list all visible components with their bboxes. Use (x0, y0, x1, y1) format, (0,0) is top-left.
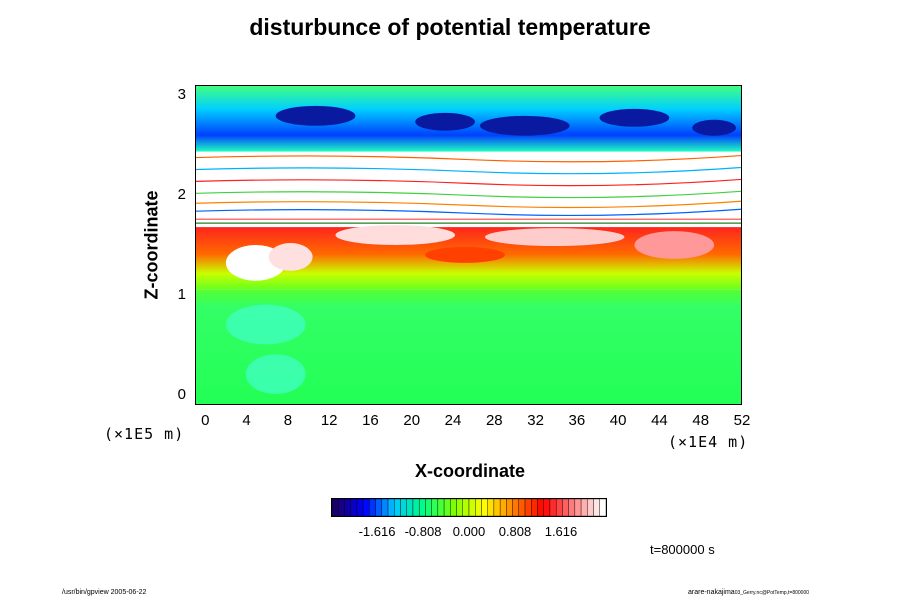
x-tick-label: 16 (362, 412, 379, 429)
colorbar-cell (362, 499, 370, 516)
x-tick-label: 20 (403, 412, 421, 429)
colorbar-cell (387, 499, 395, 516)
heatmap-plot (195, 85, 742, 405)
colorbar-cell (344, 499, 351, 516)
colorbar-cell (562, 499, 569, 516)
footer-right-small: 03_Gerry.nc@PotTemp,t=800000 (734, 590, 810, 596)
x-axis-unit: (×1E4 m) (668, 433, 749, 451)
colorbar-cell (406, 499, 414, 516)
x-tick-label: 0 (201, 412, 210, 429)
y-tick-label: 1 (177, 286, 186, 303)
colorbar-cell (599, 499, 606, 516)
chart-title: disturbunce of potential temperature (249, 14, 651, 40)
x-tick-label: 52 (733, 412, 751, 429)
colorbar-cell (481, 499, 488, 516)
colorbar-tick-label: 0.000 (452, 524, 486, 539)
colorbar (331, 498, 607, 517)
colorbar-cell (332, 499, 339, 516)
x-tick-label: 4 (242, 412, 251, 429)
colorbar-cell (356, 499, 364, 516)
colorbar-cell (437, 499, 445, 516)
x-tick-label: 24 (444, 412, 462, 429)
colorbar-cell (369, 499, 376, 516)
colorbar-tick-label: -0.808 (404, 524, 442, 539)
footer-right-main: arare-nakajima (688, 589, 735, 596)
colorbar-cell (443, 499, 451, 516)
footer-left-text: /usr/bin/gpview 2005-06-22 (62, 589, 147, 596)
colorbar-cell (475, 499, 482, 516)
colorbar-cell (350, 499, 358, 516)
colorbar-cell (518, 499, 526, 516)
colorbar-cell (375, 499, 383, 516)
colorbar-cell (587, 499, 594, 516)
colorbar-cell (462, 499, 470, 516)
colorbar-cell (580, 499, 588, 516)
colorbar-cell (506, 499, 513, 516)
x-axis-label: X-coordinate (414, 461, 525, 481)
footer-right-text: arare-nakajima03_Gerry.nc@PotTemp,t=8000… (688, 589, 809, 596)
x-tick-label: 12 (320, 412, 338, 429)
colorbar-cell (338, 499, 345, 516)
colorbar-cell (568, 499, 576, 516)
colorbar-tick-label: 0.808 (498, 524, 532, 539)
colorbar-cell (574, 499, 582, 516)
time-label: t=800000 s (650, 542, 715, 557)
colorbar-cell (394, 499, 401, 516)
colorbar-cell (493, 499, 501, 516)
colorbar-tick-label: 1.616 (544, 524, 578, 539)
colorbar-cell (418, 499, 426, 516)
colorbar-cell (456, 499, 463, 516)
x-tick-label: 28 (485, 412, 503, 429)
colorbar-cell (549, 499, 557, 516)
colorbar-cell (512, 499, 520, 516)
colorbar-cell (381, 499, 389, 516)
x-tick-label: 40 (609, 412, 627, 429)
y-tick-label: 0 (177, 386, 186, 403)
striation-lines (196, 154, 741, 224)
y-tick-label: 2 (177, 186, 186, 203)
y-axis-unit: (×1E5 m) (104, 425, 185, 443)
x-tick-label: 36 (568, 412, 586, 429)
y-tick-label: 3 (177, 86, 186, 103)
colorbar-cell (555, 499, 563, 516)
colorbar-cell (468, 499, 476, 516)
colorbar-cell (425, 499, 432, 516)
x-tick-label: 44 (651, 412, 668, 429)
x-tick-label: 32 (527, 412, 544, 429)
colorbar-cell (593, 499, 600, 516)
colorbar-tick-label: -1.616 (358, 524, 396, 539)
y-axis-label: Z-coordinate (141, 190, 162, 300)
striated-layer (196, 149, 741, 228)
colorbar-cell (524, 499, 532, 516)
colorbar-cell (531, 499, 538, 516)
colorbar-cell (450, 499, 457, 516)
colorbar-cell (400, 499, 407, 516)
colorbar-cell (412, 499, 420, 516)
colorbar-cell (543, 499, 551, 516)
colorbar-cell (431, 499, 439, 516)
colorbar-cell (499, 499, 507, 516)
colorbar-cell (487, 499, 495, 516)
x-tick-label: 48 (692, 412, 710, 429)
colorbar-cell (537, 499, 544, 516)
lower-cyan-patches (225, 304, 306, 395)
warm-band-blobs (225, 225, 715, 281)
cold-band-eddies (275, 105, 737, 136)
x-tick-label: 8 (283, 412, 293, 429)
